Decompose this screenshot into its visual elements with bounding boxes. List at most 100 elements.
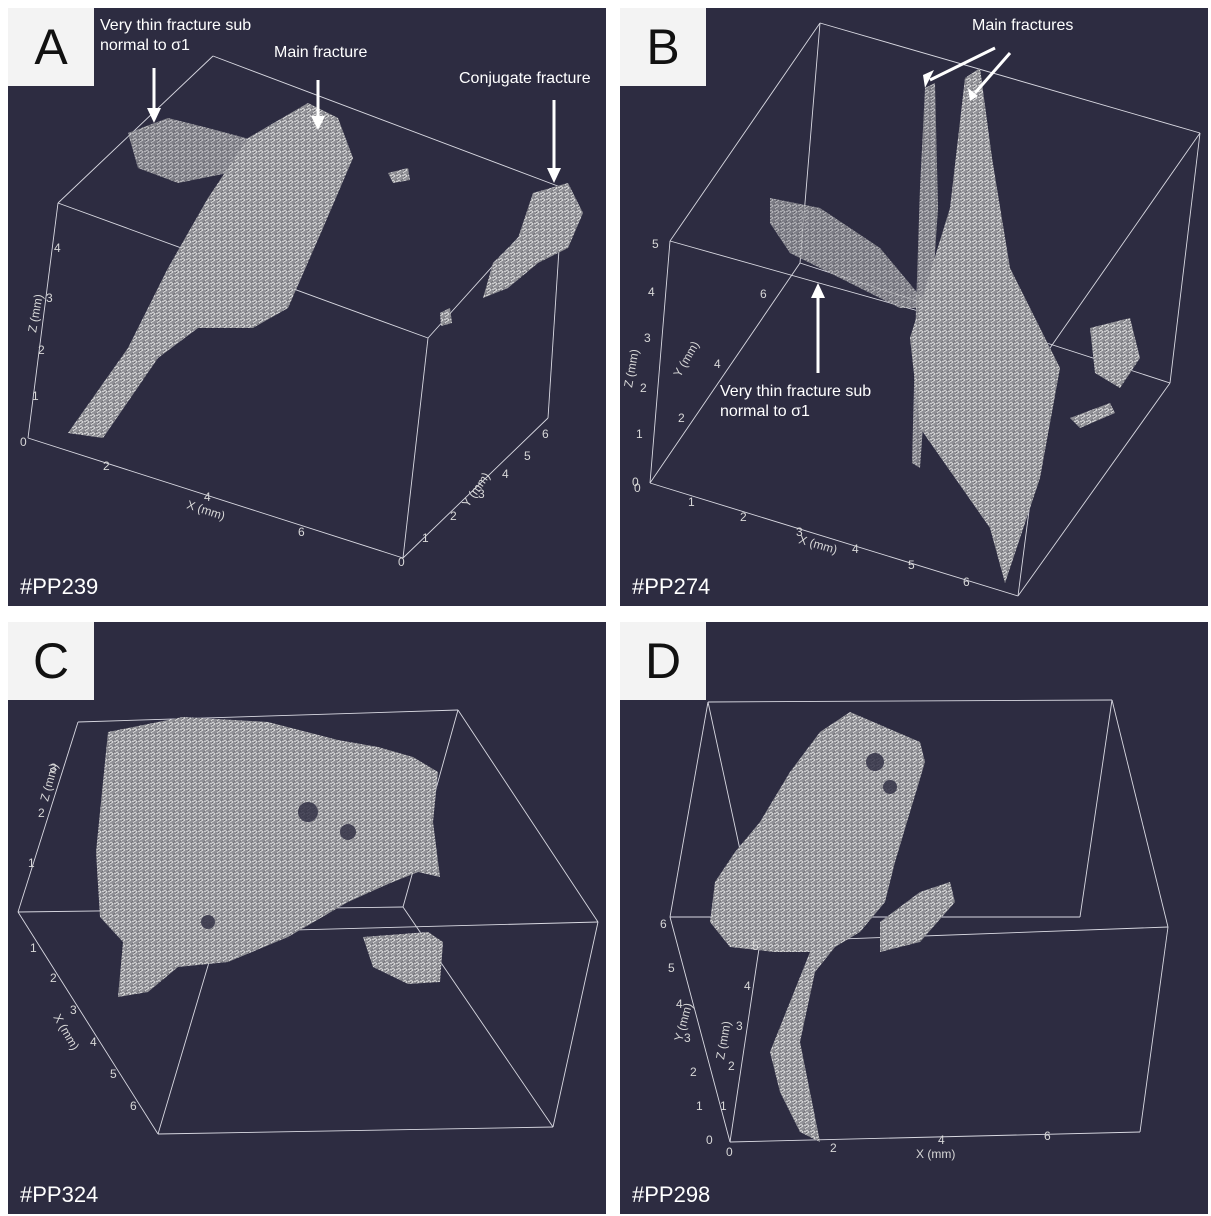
z-tick: 0 xyxy=(20,435,27,449)
x-tick: 0 xyxy=(634,481,641,495)
y-tick: 6 xyxy=(760,287,767,301)
z-axis-label: Z (mm) xyxy=(713,1020,733,1061)
z-tick: 3 xyxy=(46,291,53,305)
panel-a-scene: Z (mm) 0 1 2 3 4 X (mm) 2 4 6 Y (mm) 0 1… xyxy=(20,55,583,569)
panel-d-label: D xyxy=(620,622,706,700)
x-tick: 5 xyxy=(110,1067,117,1081)
x-tick: 2 xyxy=(740,510,747,524)
y-tick: 1 xyxy=(696,1099,703,1113)
annotation-main-fractures: Main fractures xyxy=(972,17,1074,34)
y-tick: 0 xyxy=(706,1133,713,1147)
x-axis-label: X (mm) xyxy=(50,1012,82,1053)
x-tick: 4 xyxy=(204,490,211,504)
sample-id: #PP298 xyxy=(632,1182,711,1207)
x-tick: 0 xyxy=(726,1145,733,1159)
conjugate-fracture xyxy=(483,183,583,298)
panel-letter: C xyxy=(32,633,70,689)
z-tick: 4 xyxy=(648,285,655,299)
x-tick: 4 xyxy=(90,1035,97,1049)
panel-b-scene: Z (mm) 0 1 2 3 4 5 X (mm) 0 1 2 3 4 5 6 … xyxy=(621,22,1201,597)
y-tick: 2 xyxy=(678,411,685,425)
x-tick: 1 xyxy=(688,495,695,509)
x-tick: 3 xyxy=(70,1003,77,1017)
y-tick: 4 xyxy=(502,467,509,481)
y-tick: 3 xyxy=(478,487,485,501)
thin-fracture xyxy=(770,198,930,308)
x-tick: 2 xyxy=(830,1141,837,1155)
fracture-sheet xyxy=(710,712,925,1142)
panel-letter: D xyxy=(644,633,682,689)
panel-c-scene: Z (mm) 1 2 3 X (mm) 1 2 3 4 5 6 xyxy=(17,709,599,1135)
x-tick: 3 xyxy=(796,525,803,539)
sample-id: #PP274 xyxy=(632,574,711,599)
z-tick: 2 xyxy=(728,1059,735,1073)
x-axis-label: X (mm) xyxy=(797,532,839,556)
panel-c: Z (mm) 1 2 3 X (mm) 1 2 3 4 5 6 C #PP324 xyxy=(8,622,606,1214)
z-tick: 1 xyxy=(636,427,643,441)
arrows xyxy=(811,46,1012,373)
panel-a-label: A xyxy=(8,8,94,86)
y-tick: 2 xyxy=(450,509,457,523)
annotation-thin-fracture: Very thin fracture sub normal to σ1 xyxy=(720,383,872,420)
z-tick: 4 xyxy=(744,979,751,993)
x-tick: 2 xyxy=(103,459,110,473)
z-tick: 3 xyxy=(50,761,57,775)
y-tick: 1 xyxy=(422,531,429,545)
z-tick: 3 xyxy=(644,331,651,345)
z-tick: 2 xyxy=(38,343,45,357)
y-tick: 0 xyxy=(398,555,405,569)
panel-letter: A xyxy=(34,19,68,75)
y-tick: 2 xyxy=(690,1065,697,1079)
fracture-volume xyxy=(96,717,443,997)
panel-d-scene: Z (mm) 1 2 3 4 5 Y (mm) 0 1 2 3 4 5 6 X … xyxy=(660,699,1169,1161)
fracture-volume xyxy=(710,712,955,1142)
panel-a: Z (mm) 0 1 2 3 4 X (mm) 2 4 6 Y (mm) 0 1… xyxy=(8,8,606,606)
x-tick: 6 xyxy=(298,525,305,539)
z-tick: 4 xyxy=(54,241,61,255)
x-tick: 6 xyxy=(1044,1129,1051,1143)
annotation-conjugate-fracture: Conjugate fracture xyxy=(459,70,591,87)
y-axis-label: Y (mm) xyxy=(670,339,702,380)
x-tick: 6 xyxy=(130,1099,137,1113)
x-tick: 5 xyxy=(908,558,915,572)
annotation-main-fracture: Main fracture xyxy=(274,44,368,61)
y-tick: 5 xyxy=(668,961,675,975)
sample-id: #PP239 xyxy=(20,574,99,599)
z-tick: 1 xyxy=(720,1099,727,1113)
x-tick: 4 xyxy=(852,542,859,556)
z-tick: 5 xyxy=(752,939,759,953)
panel-d: Z (mm) 1 2 3 4 5 Y (mm) 0 1 2 3 4 5 6 X … xyxy=(620,622,1208,1214)
y-axis-label: Y (mm) xyxy=(459,470,493,510)
x-tick: 1 xyxy=(30,941,37,955)
x-tick: 4 xyxy=(938,1133,945,1147)
x-axis-label: X (mm) xyxy=(916,1147,955,1161)
y-tick: 5 xyxy=(524,449,531,463)
fracture-sheet xyxy=(96,717,440,997)
z-tick: 2 xyxy=(38,806,45,820)
main-fracture-secondary xyxy=(912,83,938,468)
panel-b: Z (mm) 0 1 2 3 4 5 X (mm) 0 1 2 3 4 5 6 … xyxy=(620,8,1208,606)
y-tick: 3 xyxy=(684,1031,691,1045)
fracture-volume xyxy=(68,103,583,438)
main-fracture xyxy=(68,103,353,438)
z-tick: 1 xyxy=(28,856,35,870)
panel-letter: B xyxy=(646,19,680,75)
z-axis-label: Z (mm) xyxy=(621,348,641,389)
x-tick: 2 xyxy=(50,971,57,985)
z-axis-label: Z (mm) xyxy=(25,293,45,334)
z-tick: 3 xyxy=(736,1019,743,1033)
fracture-volume xyxy=(770,68,1140,583)
panel-c-label: C xyxy=(8,622,94,700)
thin-fracture xyxy=(128,118,253,183)
y-tick: 6 xyxy=(660,917,667,931)
main-fracture xyxy=(910,68,1060,583)
z-tick: 5 xyxy=(652,237,659,251)
panel-b-label: B xyxy=(620,8,706,86)
sample-id: #PP324 xyxy=(20,1182,99,1207)
y-tick: 4 xyxy=(714,357,721,371)
z-tick: 0 xyxy=(632,475,639,489)
annotation-thin-fracture: Very thin fracture sub normal to σ1 xyxy=(100,17,252,54)
z-tick: 2 xyxy=(640,381,647,395)
z-tick: 1 xyxy=(32,389,39,403)
y-tick: 6 xyxy=(542,427,549,441)
